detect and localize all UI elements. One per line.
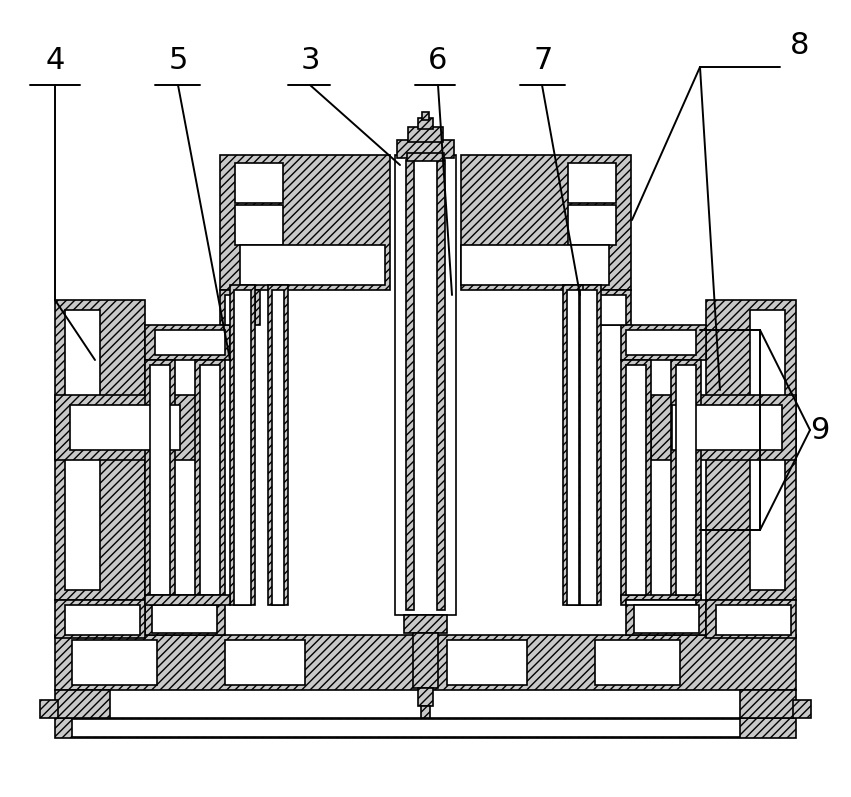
Bar bbox=[651, 395, 796, 460]
Bar bbox=[72, 719, 740, 737]
Bar bbox=[621, 360, 651, 600]
Bar bbox=[563, 285, 583, 605]
Text: 3: 3 bbox=[300, 45, 320, 74]
Bar bbox=[671, 360, 701, 600]
Bar bbox=[220, 290, 260, 325]
Bar bbox=[422, 112, 429, 120]
Bar bbox=[145, 595, 225, 605]
Bar bbox=[634, 605, 699, 633]
Bar bbox=[716, 605, 791, 635]
Bar bbox=[621, 595, 701, 605]
Bar bbox=[407, 153, 444, 161]
Bar bbox=[447, 640, 527, 685]
Bar bbox=[568, 163, 616, 203]
Bar bbox=[750, 310, 785, 590]
Bar bbox=[225, 295, 255, 325]
Bar bbox=[235, 163, 283, 203]
Bar bbox=[395, 155, 456, 615]
Text: 5: 5 bbox=[168, 45, 188, 74]
Bar bbox=[793, 700, 811, 718]
Bar bbox=[596, 295, 626, 325]
Bar bbox=[155, 330, 225, 355]
Bar bbox=[568, 205, 616, 245]
Bar bbox=[145, 325, 230, 360]
Bar bbox=[418, 688, 433, 706]
Text: 8: 8 bbox=[791, 30, 810, 60]
Bar bbox=[55, 690, 110, 718]
Bar bbox=[437, 160, 445, 610]
Bar bbox=[152, 605, 217, 633]
Bar bbox=[461, 245, 609, 285]
Bar bbox=[626, 600, 706, 635]
Bar bbox=[576, 285, 601, 605]
Bar bbox=[225, 640, 305, 685]
Bar bbox=[626, 365, 646, 595]
Text: 4: 4 bbox=[45, 45, 65, 74]
Bar bbox=[672, 405, 782, 450]
Bar bbox=[55, 718, 796, 738]
Bar bbox=[150, 365, 170, 595]
Bar bbox=[150, 600, 220, 605]
Bar bbox=[268, 285, 288, 605]
Bar bbox=[55, 635, 796, 690]
Bar bbox=[195, 360, 225, 600]
Bar bbox=[145, 600, 225, 635]
Bar bbox=[406, 160, 414, 610]
Bar bbox=[418, 118, 433, 129]
Bar bbox=[676, 365, 696, 595]
Bar bbox=[220, 155, 390, 290]
Bar bbox=[55, 600, 145, 638]
Bar bbox=[200, 365, 220, 595]
Bar bbox=[240, 245, 385, 285]
Bar bbox=[230, 285, 255, 605]
Bar bbox=[413, 633, 438, 688]
Bar bbox=[740, 690, 796, 718]
Bar bbox=[595, 640, 680, 685]
Bar bbox=[706, 600, 796, 638]
Text: 7: 7 bbox=[534, 45, 552, 74]
Bar bbox=[235, 205, 283, 245]
Bar bbox=[408, 127, 443, 142]
Bar bbox=[591, 290, 631, 325]
Bar bbox=[65, 605, 140, 635]
Text: 6: 6 bbox=[428, 45, 448, 74]
Bar bbox=[404, 615, 447, 633]
Bar bbox=[70, 405, 180, 450]
Bar bbox=[40, 700, 58, 718]
Bar bbox=[397, 140, 454, 158]
Bar bbox=[234, 290, 251, 605]
Bar bbox=[621, 325, 706, 360]
Bar bbox=[421, 706, 430, 718]
Bar bbox=[145, 360, 175, 600]
Bar bbox=[567, 290, 579, 605]
Bar bbox=[55, 395, 200, 460]
Bar bbox=[55, 300, 145, 600]
Bar bbox=[145, 595, 230, 605]
Bar bbox=[65, 310, 100, 590]
Text: 9: 9 bbox=[810, 415, 830, 445]
Bar bbox=[461, 155, 631, 290]
Bar bbox=[626, 600, 696, 605]
Bar bbox=[706, 300, 796, 600]
Bar bbox=[580, 290, 597, 605]
Bar bbox=[272, 290, 284, 605]
Bar bbox=[626, 330, 696, 355]
Bar bbox=[72, 640, 157, 685]
